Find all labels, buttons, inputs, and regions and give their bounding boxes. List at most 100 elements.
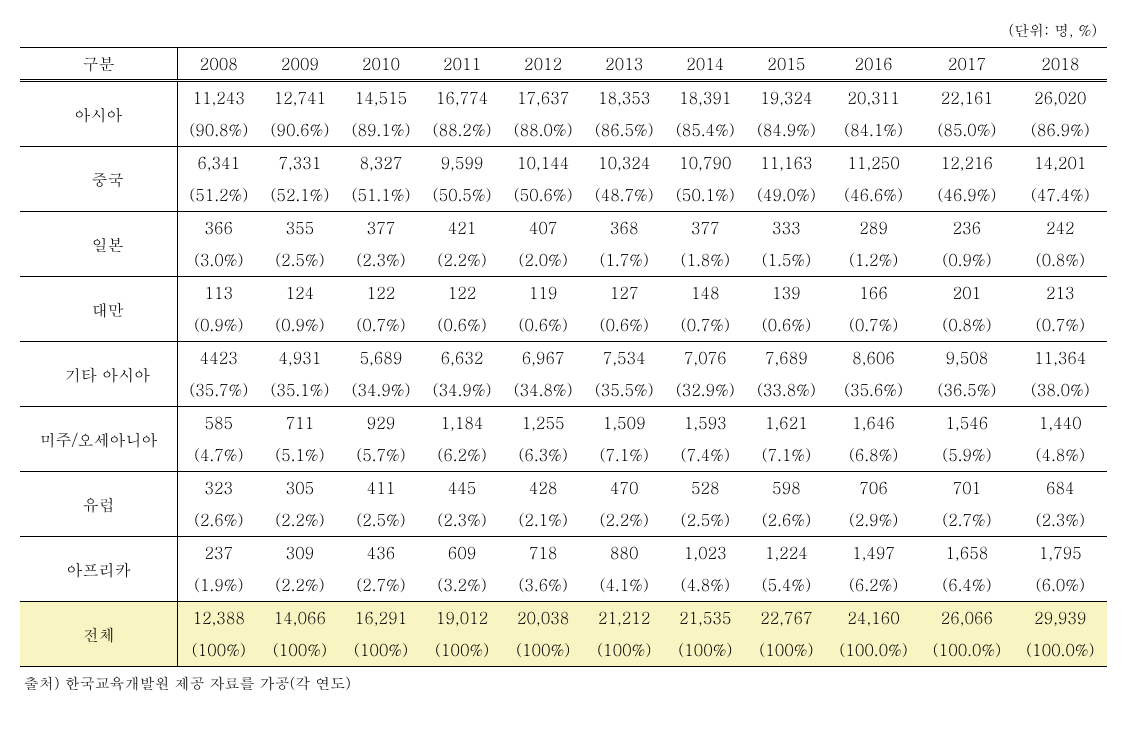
percent-cell: (100%) [422,634,503,667]
table-row: (35.7%)(35.1%)(34.9%)(34.9%)(34.8%)(35.5… [20,374,1107,407]
percent-cell: (6.2%) [422,439,503,472]
percent-cell: (0.6%) [584,309,665,342]
percent-cell: (100%) [503,634,584,667]
table-row: 유럽323305411445428470528598706701684 [20,472,1107,505]
percent-cell: (100.0%) [1014,634,1107,667]
percent-cell: (6.2%) [827,569,920,602]
value-cell: 9,508 [920,342,1013,375]
value-cell: 1,184 [422,407,503,440]
value-cell: 7,534 [584,342,665,375]
value-cell: 10,790 [665,147,746,180]
row-label: 기타 아시아 [20,342,178,407]
header-year: 2017 [920,48,1013,81]
percent-cell: (6.8%) [827,439,920,472]
value-cell: 1,593 [665,407,746,440]
value-cell: 17,637 [503,81,584,115]
value-cell: 1,509 [584,407,665,440]
value-cell: 122 [422,277,503,310]
value-cell: 26,066 [920,602,1013,635]
value-cell: 16,774 [422,81,503,115]
percent-cell: (35.5%) [584,374,665,407]
percent-cell: (5.1%) [259,439,340,472]
value-cell: 6,341 [178,147,260,180]
percent-cell: (2.6%) [746,504,827,537]
percent-cell: (0.9%) [178,309,260,342]
value-cell: 11,163 [746,147,827,180]
value-cell: 166 [827,277,920,310]
percent-cell: (100%) [584,634,665,667]
row-label: 중국 [20,147,178,212]
value-cell: 124 [259,277,340,310]
value-cell: 428 [503,472,584,505]
percent-cell: (0.7%) [1014,309,1107,342]
percent-cell: (100%) [178,634,260,667]
percent-cell: (7.4%) [665,439,746,472]
percent-cell: (100.0%) [920,634,1013,667]
table-header-row: 구분 2008 2009 2010 2011 2012 2013 2014 20… [20,48,1107,81]
percent-cell: (3.2%) [422,569,503,602]
value-cell: 6,632 [422,342,503,375]
percent-cell: (100%) [340,634,421,667]
value-cell: 21,212 [584,602,665,635]
header-year: 2016 [827,48,920,81]
row-label: 전체 [20,602,178,667]
value-cell: 598 [746,472,827,505]
value-cell: 1,224 [746,537,827,570]
percent-cell: (34.8%) [503,374,584,407]
value-cell: 12,388 [178,602,260,635]
value-cell: 7,331 [259,147,340,180]
value-cell: 333 [746,212,827,245]
value-cell: 366 [178,212,260,245]
percent-cell: (100%) [746,634,827,667]
value-cell: 139 [746,277,827,310]
value-cell: 22,767 [746,602,827,635]
row-label: 미주/오세아니아 [20,407,178,472]
percent-cell: (88.0%) [503,114,584,147]
value-cell: 1,646 [827,407,920,440]
percent-cell: (85.4%) [665,114,746,147]
row-label: 아프리카 [20,537,178,602]
value-cell: 113 [178,277,260,310]
percent-cell: (46.9%) [920,179,1013,212]
percent-cell: (0.9%) [920,244,1013,277]
value-cell: 377 [665,212,746,245]
value-cell: 14,515 [340,81,421,115]
header-year: 2014 [665,48,746,81]
value-cell: 22,161 [920,81,1013,115]
header-year: 2018 [1014,48,1107,81]
percent-cell: (2.9%) [827,504,920,537]
value-cell: 323 [178,472,260,505]
percent-cell: (7.1%) [746,439,827,472]
value-cell: 18,353 [584,81,665,115]
value-cell: 305 [259,472,340,505]
value-cell: 377 [340,212,421,245]
percent-cell: (35.1%) [259,374,340,407]
percent-cell: (2.0%) [503,244,584,277]
value-cell: 1,023 [665,537,746,570]
value-cell: 19,324 [746,81,827,115]
percent-cell: (3.0%) [178,244,260,277]
value-cell: 1,621 [746,407,827,440]
value-cell: 701 [920,472,1013,505]
percent-cell: (2.2%) [259,504,340,537]
data-table: 구분 2008 2009 2010 2011 2012 2013 2014 20… [20,47,1107,667]
value-cell: 528 [665,472,746,505]
value-cell: 24,160 [827,602,920,635]
value-cell: 1,795 [1014,537,1107,570]
value-cell: 706 [827,472,920,505]
percent-cell: (7.1%) [584,439,665,472]
value-cell: 8,606 [827,342,920,375]
percent-cell: (84.1%) [827,114,920,147]
header-year: 2008 [178,48,260,81]
percent-cell: (100%) [665,634,746,667]
value-cell: 26,020 [1014,81,1107,115]
percent-cell: (1.2%) [827,244,920,277]
percent-cell: (34.9%) [340,374,421,407]
table-row: (4.7%)(5.1%)(5.7%)(6.2%)(6.3%)(7.1%)(7.4… [20,439,1107,472]
percent-cell: (2.5%) [340,504,421,537]
table-row: (0.9%)(0.9%)(0.7%)(0.6%)(0.6%)(0.6%)(0.7… [20,309,1107,342]
header-year: 2009 [259,48,340,81]
percent-cell: (0.9%) [259,309,340,342]
table-row: 아시아11,24312,74114,51516,77417,63718,3531… [20,81,1107,115]
value-cell: 5,689 [340,342,421,375]
